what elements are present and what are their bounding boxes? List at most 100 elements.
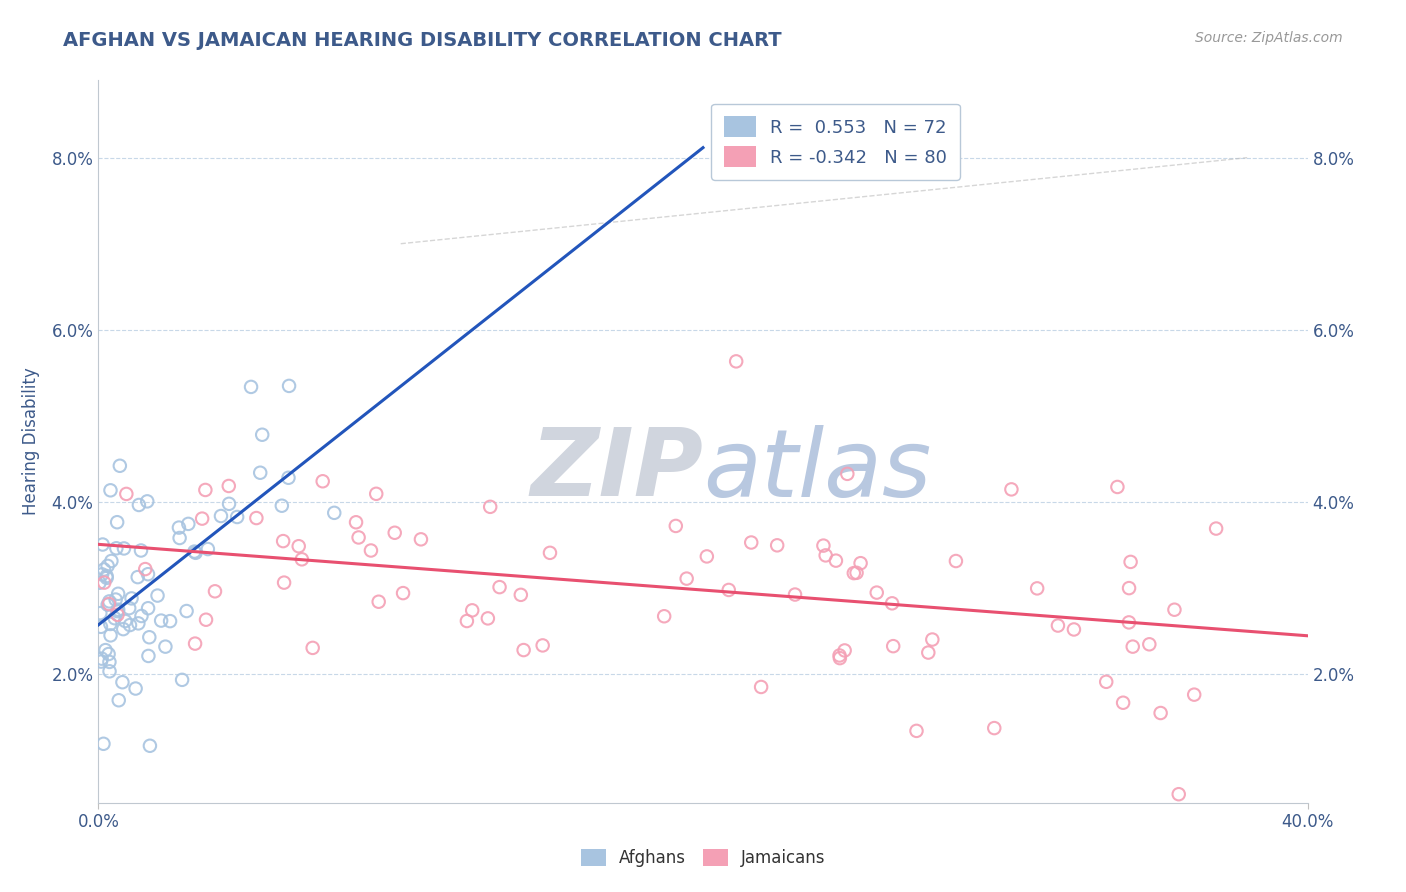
Point <box>1122 640 1144 654</box>
Point <box>1095 674 1118 689</box>
Point <box>921 632 943 647</box>
Point <box>150 614 173 628</box>
Point <box>90 651 112 665</box>
Point <box>131 609 153 624</box>
Point <box>184 546 207 560</box>
Legend: Afghans, Jamaicans: Afghans, Jamaicans <box>574 842 832 874</box>
Point <box>91 537 114 551</box>
Point <box>124 681 146 696</box>
Text: AFGHAN VS JAMAICAN HEARING DISABILITY CORRELATION CHART: AFGHAN VS JAMAICAN HEARING DISABILITY CO… <box>63 31 782 50</box>
Point <box>127 616 149 631</box>
Point <box>717 582 740 597</box>
Point <box>882 639 904 653</box>
Point <box>100 483 122 498</box>
Point <box>111 675 134 690</box>
Point <box>184 637 207 651</box>
Point <box>344 515 367 529</box>
Point <box>783 588 806 602</box>
Point <box>204 584 226 599</box>
Point <box>98 616 121 631</box>
Point <box>531 639 554 653</box>
Point <box>94 643 117 657</box>
Point <box>136 567 159 582</box>
Point <box>89 606 111 620</box>
Point <box>249 466 271 480</box>
Point <box>271 534 294 549</box>
Point <box>218 497 240 511</box>
Point <box>128 498 150 512</box>
Point <box>917 646 939 660</box>
Point <box>366 487 388 501</box>
Point <box>138 630 160 644</box>
Point <box>194 483 217 497</box>
Point <box>766 538 789 552</box>
Point <box>167 520 190 534</box>
Point <box>842 566 865 580</box>
Point <box>1118 581 1140 595</box>
Point <box>1046 618 1069 632</box>
Point <box>828 648 851 663</box>
Point <box>97 647 120 661</box>
Point <box>96 569 118 583</box>
Point <box>183 544 205 558</box>
Point <box>98 597 121 611</box>
Point <box>172 673 194 687</box>
Point <box>97 598 120 612</box>
Point <box>905 723 928 738</box>
Point <box>176 604 198 618</box>
Point <box>538 546 561 560</box>
Point <box>270 499 292 513</box>
Point <box>277 471 299 485</box>
Point <box>90 655 112 669</box>
Point <box>98 655 121 669</box>
Point <box>347 531 370 545</box>
Point <box>169 531 191 545</box>
Point <box>93 562 115 576</box>
Point <box>1118 615 1140 630</box>
Point <box>1112 696 1135 710</box>
Point <box>880 596 903 610</box>
Point <box>104 611 127 625</box>
Point <box>195 613 218 627</box>
Point <box>384 525 406 540</box>
Point <box>479 500 502 514</box>
Point <box>696 549 718 564</box>
Point <box>725 354 748 368</box>
Point <box>146 589 169 603</box>
Point <box>287 539 309 553</box>
Point <box>1137 637 1160 651</box>
Point <box>301 640 323 655</box>
Point <box>136 601 159 615</box>
Point <box>456 614 478 628</box>
Point <box>177 516 200 531</box>
Point <box>740 535 762 549</box>
Point <box>1026 582 1049 596</box>
Point <box>91 567 114 582</box>
Point <box>107 587 129 601</box>
Point <box>250 427 273 442</box>
Point <box>93 575 115 590</box>
Point <box>825 554 848 568</box>
Point <box>96 571 118 585</box>
Point <box>1107 480 1129 494</box>
Point <box>100 628 122 642</box>
Point <box>138 648 160 663</box>
Point <box>104 592 127 607</box>
Point <box>392 586 415 600</box>
Point <box>477 611 499 625</box>
Point <box>461 603 484 617</box>
Point <box>240 380 263 394</box>
Point <box>90 620 112 634</box>
Point <box>1205 522 1227 536</box>
Point <box>1149 706 1171 720</box>
Point <box>323 506 346 520</box>
Point <box>1182 688 1205 702</box>
Point <box>652 609 675 624</box>
Y-axis label: Hearing Disability: Hearing Disability <box>22 368 41 516</box>
Point <box>749 680 772 694</box>
Point <box>1063 623 1085 637</box>
Point <box>209 508 232 523</box>
Point <box>675 572 697 586</box>
Point <box>105 541 128 556</box>
Text: atlas: atlas <box>703 425 931 516</box>
